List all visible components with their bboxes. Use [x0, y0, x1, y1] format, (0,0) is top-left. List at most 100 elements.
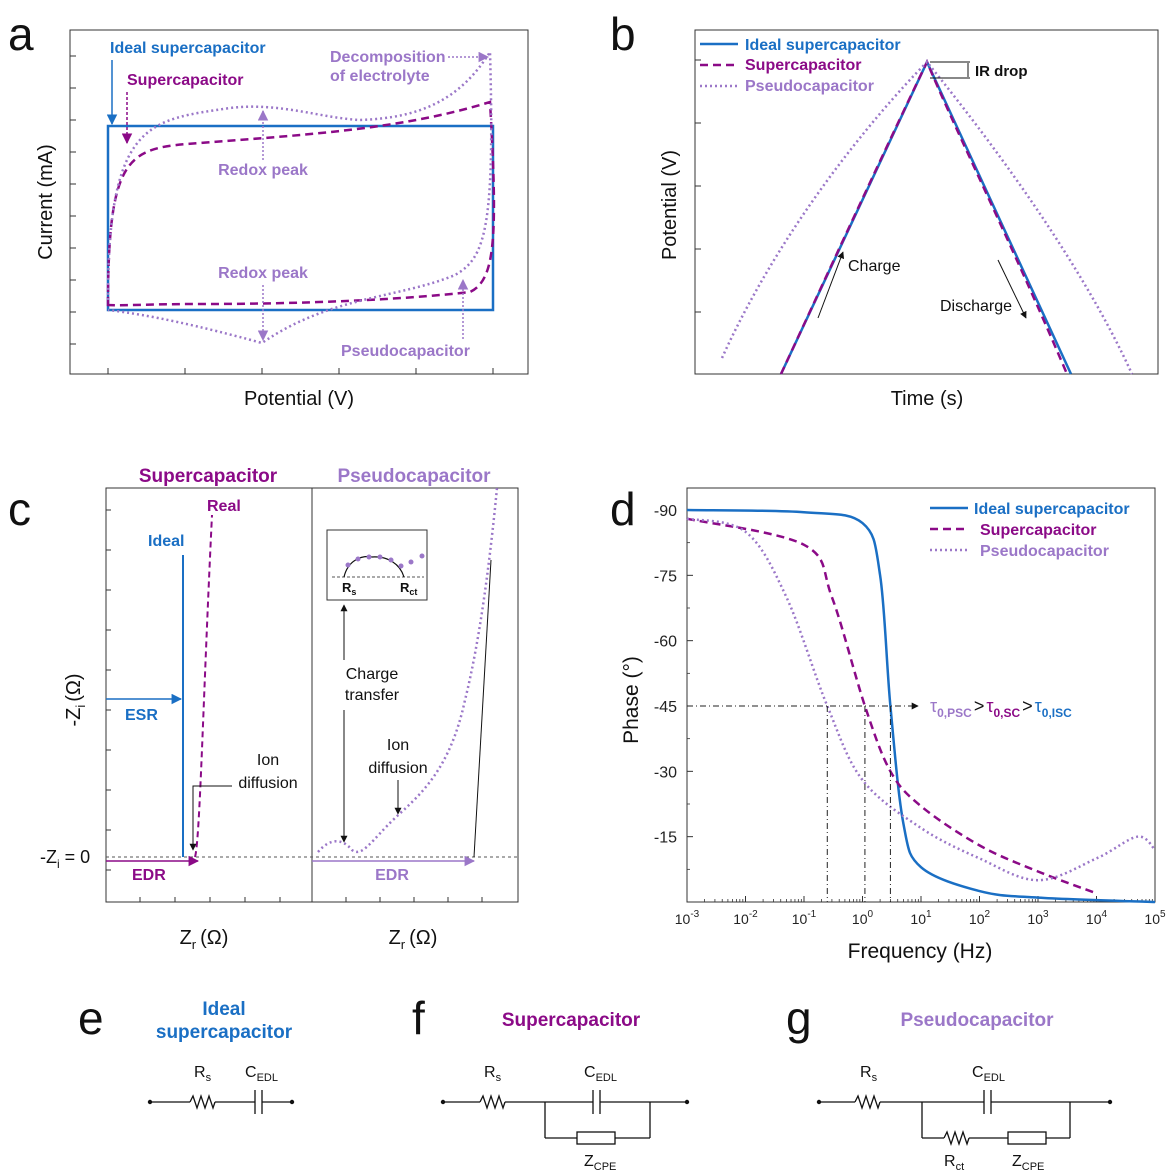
- label-cedl: CEDL: [584, 1064, 617, 1084]
- axes-frame: [694, 29, 1159, 375]
- axes-frame: [69, 29, 529, 375]
- arrow-ion-diffusion-left: [189, 785, 232, 851]
- label-edr-left: EDR: [132, 867, 166, 884]
- series-ideal-supercapacitor: [106, 124, 495, 312]
- arrow-charge: [817, 251, 845, 319]
- x-tick-label: 105: [1144, 909, 1166, 927]
- y-axis-label: Current (mA): [35, 144, 57, 260]
- panel-f: f Supercapacitor Rs CEDL ZCPE: [412, 992, 690, 1171]
- series-ideal-supercapacitor: [686, 508, 1156, 904]
- zero-label: -Zi = 0: [40, 847, 90, 871]
- x-tick-label: 10-1: [792, 909, 817, 927]
- x-tick-label: 10-2: [733, 909, 758, 927]
- panel-b: b Time (s) Potential (V) Ideal supercapa…: [610, 8, 1159, 410]
- node: [289, 1099, 295, 1105]
- panel-label-d: d: [610, 483, 636, 535]
- panel-label-e: e: [78, 992, 104, 1044]
- label-redox-top: Redox peak: [218, 162, 308, 179]
- x-tick-label: 104: [1086, 909, 1108, 927]
- panel-label-b: b: [610, 8, 636, 60]
- label-rs: Rs: [484, 1064, 502, 1084]
- label-cedl: CEDL: [972, 1064, 1005, 1084]
- panel-label-f: f: [412, 992, 425, 1044]
- label-rs: Rs: [194, 1064, 212, 1084]
- inset-dots: [345, 553, 425, 569]
- label-ideal-supercapacitor: Ideal supercapacitor: [110, 40, 266, 57]
- y-axis-label: Phase (°): [620, 656, 643, 744]
- tau-annotation: τ0,PSC > τ0,SC > τ0,ISC: [930, 696, 1072, 720]
- label-esr: ESR: [125, 707, 158, 724]
- label-edr-right: EDR: [375, 867, 409, 884]
- node: [147, 1099, 153, 1105]
- arrow-discharge: [997, 259, 1027, 319]
- series-pseudocapacitor: [106, 47, 493, 345]
- series-pseudocapacitor: [317, 487, 499, 853]
- x-tick-label: 10-3: [675, 909, 700, 927]
- tick-marks: [70, 55, 494, 374]
- x-axis-label: Time (s): [891, 388, 964, 410]
- legend-ideal: Ideal supercapacitor: [745, 37, 901, 54]
- series-ideal-supercapacitor: [779, 59, 1073, 375]
- label-charge: Charge: [848, 258, 901, 275]
- title-supercapacitor: Supercapacitor: [502, 1010, 641, 1031]
- label-redox-bottom: Redox peak: [218, 265, 308, 282]
- label-decomposition: Decomposition: [330, 49, 446, 66]
- circuit-f: [443, 1090, 687, 1145]
- title-supercapacitor: Supercapacitor: [139, 466, 278, 487]
- node: [684, 1099, 690, 1105]
- title-pseudocapacitor: Pseudocapacitor: [337, 466, 491, 487]
- label-zcpe: ZCPE: [1012, 1153, 1044, 1171]
- label-diffusion-left: diffusion: [238, 775, 297, 792]
- inset-rs: Rs: [342, 580, 356, 597]
- panel-c: c Supercapacitor Pseudocapacitor -Zi(Ω) …: [8, 466, 519, 952]
- label-rs: Rs: [860, 1064, 878, 1084]
- node: [440, 1099, 446, 1105]
- label-cedl: CEDL: [245, 1064, 278, 1084]
- panel-e: e Ideal supercapacitor Rs CEDL: [78, 992, 295, 1114]
- axes-frame-right: [311, 487, 519, 903]
- x-axis-label: Potential (V): [244, 388, 354, 410]
- circuit-e: [150, 1090, 292, 1114]
- title-supercapacitor: supercapacitor: [156, 1022, 293, 1043]
- node: [816, 1099, 822, 1105]
- label-charge: Charge: [346, 666, 399, 683]
- x-tick-label: 103: [1027, 909, 1049, 927]
- title-pseudocapacitor: Pseudocapacitor: [900, 1010, 1054, 1031]
- circuit-g: [819, 1090, 1110, 1147]
- legend-supercapacitor: Supercapacitor: [745, 57, 861, 74]
- x-tick-label: 100: [852, 909, 874, 927]
- inset-box: [326, 529, 428, 601]
- x-axis-label-right: Zr (Ω): [389, 927, 438, 952]
- panel-g: g Pseudocapacitor Rs CEDL Rct ZCPE: [786, 992, 1113, 1171]
- series-supercapacitor: [194, 514, 213, 858]
- legend-supercapacitor: Supercapacitor: [980, 522, 1096, 539]
- series-supercapacitor: [779, 58, 1069, 375]
- y-tick-label: -60: [654, 634, 677, 651]
- series-supercapacitor: [106, 100, 496, 307]
- label-of-electrolyte: of electrolyte: [330, 68, 430, 85]
- inset-rct: Rct: [400, 580, 417, 597]
- label-real: Real: [207, 498, 241, 515]
- series-lines: [686, 508, 1156, 904]
- label-ir-drop: IR drop: [975, 63, 1028, 80]
- label-zcpe: ZCPE: [584, 1153, 616, 1171]
- x-axis-label: Frequency (Hz): [848, 940, 993, 963]
- y-tick-label: -30: [654, 764, 677, 781]
- series-ideal-line: [473, 559, 492, 858]
- panel-label-g: g: [786, 992, 812, 1044]
- panel-d: d 10-3 10-2 10-1 100 101 102 103 104 105 -90 -75 -6…: [610, 483, 1166, 963]
- panel-label-a: a: [8, 8, 34, 60]
- guide-lines: [687, 702, 919, 902]
- x-axis-label-left: Zr (Ω): [180, 927, 229, 952]
- tick-marks: [695, 59, 701, 313]
- x-tick-label: 101: [910, 909, 932, 927]
- y-tick-label: -45: [654, 699, 677, 716]
- label-supercapacitor: Supercapacitor: [127, 72, 243, 89]
- series-pseudocapacitor: [720, 60, 1134, 375]
- legend-pseudocapacitor: Pseudocapacitor: [745, 78, 874, 95]
- tick-marks: [106, 509, 483, 902]
- label-ion-right: Ion: [387, 737, 409, 754]
- label-pseudocapacitor: Pseudocapacitor: [341, 343, 470, 360]
- label-ideal: Ideal: [148, 533, 184, 550]
